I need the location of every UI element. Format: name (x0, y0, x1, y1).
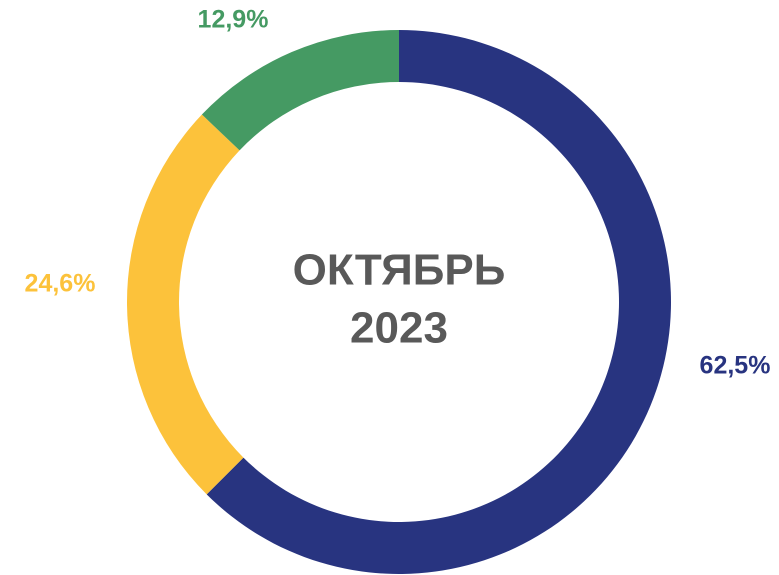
data-label: 24,6% (25, 270, 96, 298)
donut-segment (127, 114, 244, 495)
chart-title: 2023 (350, 304, 448, 353)
donut-segment (206, 30, 671, 574)
chart-title: ОКТЯБРЬ (293, 246, 506, 295)
data-label: 12,9% (198, 6, 269, 34)
donut-segment (201, 30, 399, 151)
data-label: 62,5% (700, 352, 771, 380)
